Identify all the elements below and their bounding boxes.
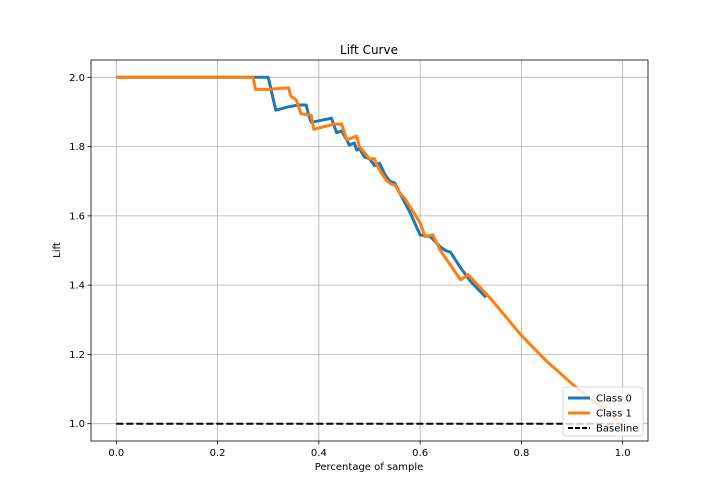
x-tick-label: 0.2 bbox=[210, 448, 226, 459]
y-tick-label: 1.4 bbox=[69, 281, 85, 292]
legend-label: Class 0 bbox=[596, 394, 632, 405]
x-tick-label: 1.0 bbox=[615, 448, 631, 459]
y-tick-label: 1.6 bbox=[69, 211, 85, 222]
y-tick-label: 1.8 bbox=[69, 142, 85, 153]
y-axis-label: Lift bbox=[52, 242, 63, 258]
legend-label: Baseline bbox=[596, 424, 638, 435]
y-tick-label: 1.2 bbox=[69, 350, 85, 361]
x-tick-label: 0.6 bbox=[412, 448, 428, 459]
x-tick-label: 0.4 bbox=[311, 448, 327, 459]
x-tick-label: 0.8 bbox=[513, 448, 529, 459]
legend-label: Class 1 bbox=[596, 409, 632, 420]
x-tick-label: 0.0 bbox=[108, 448, 124, 459]
y-tick-label: 1.0 bbox=[69, 419, 85, 430]
axis-ticks: 0.0 0.2 0.4 0.6 0.8 1.0 1.0 1.2 1.4 1.6 1.8 2.0 bbox=[69, 73, 631, 459]
y-tick-label: 2.0 bbox=[69, 73, 85, 84]
grid bbox=[91, 60, 648, 441]
x-axis-label: Percentage of sample bbox=[315, 462, 424, 473]
plot-frame bbox=[90, 59, 649, 442]
legend: Class 0 Class 1 Baseline bbox=[562, 386, 644, 437]
series-layer bbox=[116, 75, 623, 425]
series-line-class-1 bbox=[116, 75, 619, 422]
chart-title: Lift Curve bbox=[340, 43, 398, 57]
